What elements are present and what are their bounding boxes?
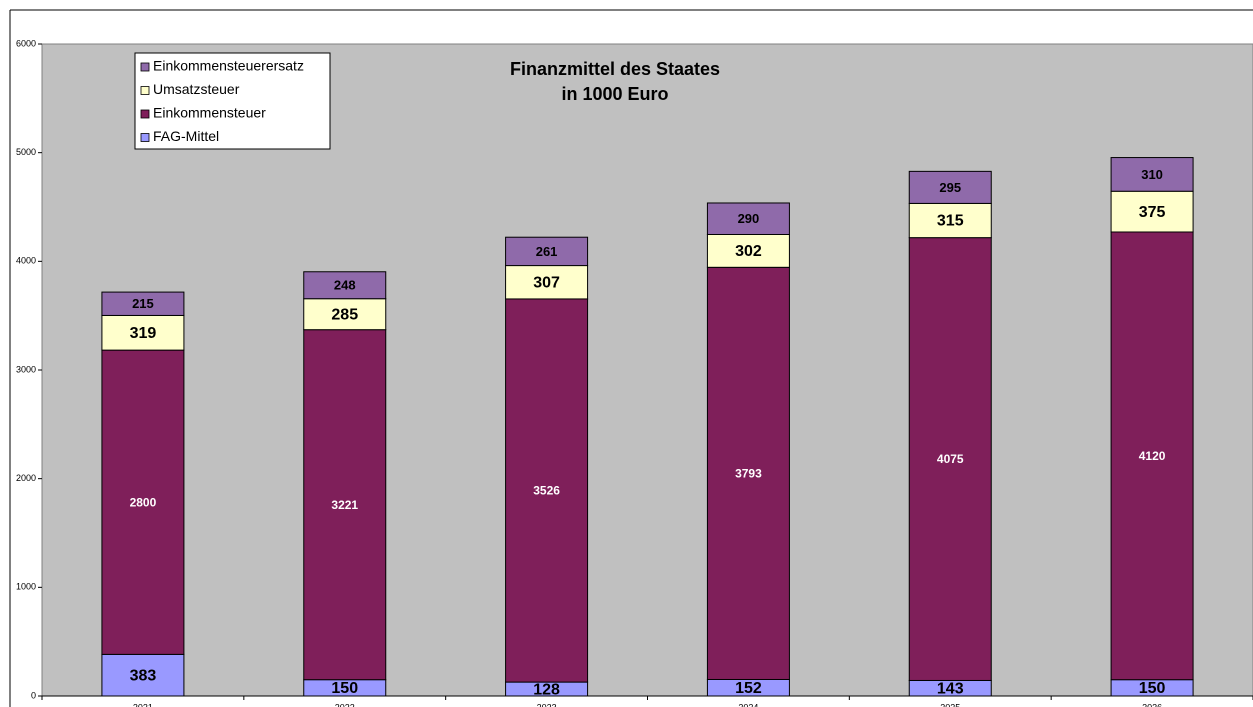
chart-title: in 1000 Euro <box>561 84 668 104</box>
bar-segment <box>101 653 185 697</box>
legend-swatch <box>140 86 150 95</box>
data-label: 310 <box>1141 167 1163 182</box>
data-label: 143 <box>937 680 964 697</box>
data-label: 150 <box>1139 680 1166 697</box>
bar-segment <box>303 298 387 331</box>
legend-label: Umsatzsteuer <box>153 81 240 97</box>
data-label: 4120 <box>1139 449 1166 463</box>
data-label: 375 <box>1139 204 1166 221</box>
legend-label: FAG-Mittel <box>153 128 219 144</box>
bar-segment <box>101 291 185 316</box>
bar-segment <box>1110 190 1194 233</box>
legend <box>134 52 331 150</box>
bar-segment <box>706 233 790 268</box>
y-tick-label: 6000 <box>16 38 36 48</box>
bar-segment <box>303 329 387 681</box>
data-label: 215 <box>132 296 154 311</box>
bar-segment <box>908 202 992 239</box>
data-label: 302 <box>735 243 762 260</box>
y-tick-label: 3000 <box>16 364 36 374</box>
y-tick-label: 5000 <box>16 147 36 157</box>
data-label: 152 <box>735 680 762 697</box>
y-tick-label: 0 <box>31 690 36 700</box>
bar-segment <box>101 314 185 351</box>
data-label: 3526 <box>533 484 560 498</box>
legend-swatch <box>140 133 150 142</box>
y-tick-label: 2000 <box>16 473 36 483</box>
legend-label: Einkommensteuer <box>153 105 266 121</box>
data-label: 2800 <box>130 495 157 509</box>
legend-swatch <box>140 109 150 119</box>
x-tick-label: 2024 <box>738 702 758 707</box>
data-label: 150 <box>331 680 358 697</box>
data-label: 290 <box>738 211 760 226</box>
bar-segment <box>505 236 589 267</box>
y-tick-label: 1000 <box>16 582 36 592</box>
data-label: 295 <box>939 180 961 195</box>
x-tick-label: 2025 <box>940 702 960 707</box>
data-label: 3793 <box>735 467 762 481</box>
bar-segment <box>706 266 790 680</box>
data-label: 315 <box>937 213 964 230</box>
bar-segment <box>1110 157 1194 192</box>
bar-segment <box>101 349 185 655</box>
x-tick-label: 2021 <box>133 702 153 707</box>
data-label: 261 <box>536 244 558 259</box>
data-label: 3221 <box>331 498 358 512</box>
x-tick-label: 2023 <box>537 702 557 707</box>
legend-swatch <box>140 62 150 72</box>
bar-segment <box>908 170 992 204</box>
bar-segment <box>303 271 387 300</box>
data-label: 319 <box>130 325 157 342</box>
data-label: 128 <box>533 681 560 698</box>
data-label: 248 <box>334 278 356 293</box>
bar-segment <box>1110 231 1194 681</box>
data-label: 4075 <box>937 452 964 466</box>
y-tick-label: 4000 <box>16 256 36 266</box>
legend-label: Einkommensteuerersatz <box>153 58 304 74</box>
bar-segment <box>706 202 790 235</box>
data-label: 307 <box>533 274 560 291</box>
chart-title: Finanzmittel des Staates <box>510 59 720 79</box>
bar-segment <box>505 298 589 683</box>
x-tick-label: 2022 <box>335 702 355 707</box>
data-label: 285 <box>331 306 358 323</box>
data-label: 383 <box>130 667 157 684</box>
bar-segment <box>908 237 992 681</box>
x-tick-label: 2026 <box>1142 702 1162 707</box>
